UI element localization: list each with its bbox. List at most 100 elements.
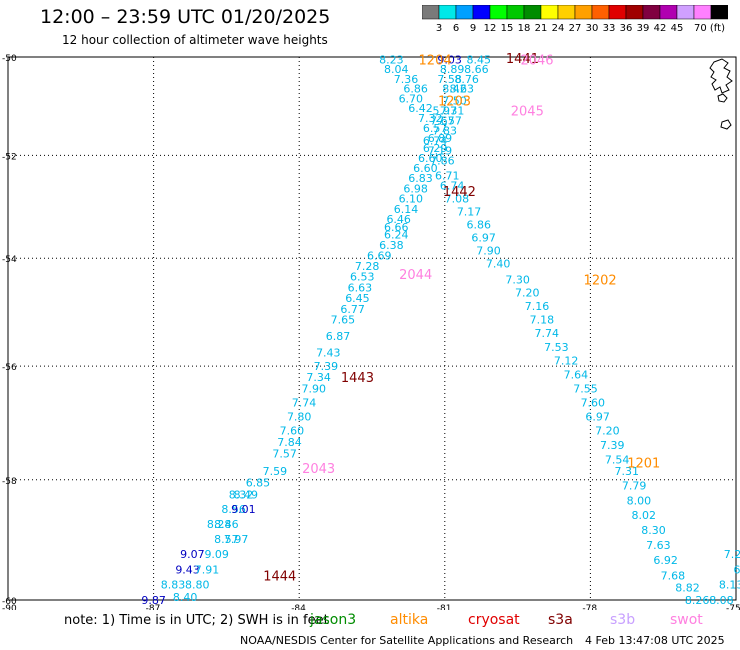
swh-label: 8.02 <box>632 509 657 522</box>
colorbar-label: 39 <box>637 23 650 34</box>
swh-label: 7.43 <box>316 346 341 359</box>
swh-label: 7.20 <box>595 425 620 438</box>
pass-time-label: 1444 <box>263 569 296 584</box>
swh-label: 6.71 <box>435 170 460 183</box>
legend-swot: swot <box>670 612 703 628</box>
pass-time-label: 2045 <box>511 105 544 120</box>
legend-cryosat: cryosat <box>468 612 520 628</box>
swh-label: 7.31 <box>615 465 640 478</box>
swh-label: 7.90 <box>302 382 327 395</box>
swh-label: 6.46 <box>386 213 411 226</box>
swh-label: 7.16 <box>525 300 550 313</box>
pass-time-label: 1201 <box>627 456 660 471</box>
swh-label: 6.83 <box>408 172 433 185</box>
swh-label: 9.43 <box>175 563 200 576</box>
swh-label: 6.70 <box>399 92 424 105</box>
lat-tick-label: -56 <box>2 363 17 373</box>
colorbar-label: 21 <box>535 23 548 34</box>
lon-tick-label: -81 <box>437 604 452 610</box>
legend-s3b: s3b <box>610 612 636 628</box>
legend-jason3: jason3 <box>310 612 357 628</box>
swh-label: 8.57 <box>214 533 239 546</box>
map-title: 12:00 – 23:59 UTC 01/20/2025 <box>40 6 331 28</box>
colorbar-label: 27 <box>569 23 582 34</box>
swh-label: 8.23 <box>379 53 404 66</box>
map-frame <box>7 56 737 601</box>
swh-label: 8.26 <box>685 594 710 607</box>
swh-label: 8.45 <box>467 53 492 66</box>
wave-height-map: -50 -52 -54 -56 -58 -60-90 -87 -84 -81 -78 -75 8.23… <box>2 52 740 610</box>
lat-tick-label: -58 <box>2 477 17 487</box>
swh-label: 7.08 <box>445 192 470 205</box>
swh-label: 8.56 <box>221 503 246 516</box>
swh-label: 7.36 <box>394 73 419 86</box>
map-subtitle: 12 hour collection of altimeter wave hei… <box>62 33 328 47</box>
swh-label: 6.60 <box>413 162 438 175</box>
swh-label: 7.53 <box>544 341 569 354</box>
pass-time-label: 2046 <box>520 53 553 68</box>
colorbar-label: 30 <box>586 23 599 34</box>
swh-label: 7.55 <box>573 382 598 395</box>
swh-label: 7.54 <box>605 453 630 466</box>
lon-tick-label: -84 <box>291 604 306 610</box>
units-note: note: 1) Time is in UTC; 2) SWH is in fe… <box>64 613 329 628</box>
swh-label: 7.58 <box>437 73 462 86</box>
swh-label: 7.28 <box>355 260 380 273</box>
colorbar-label: 15 <box>501 23 514 34</box>
swh-label: 7.74 <box>292 396 317 409</box>
colorbar-label: 12 <box>484 23 497 34</box>
swh-label: 6.87 <box>326 330 351 343</box>
lat-tick-label: -52 <box>2 152 17 162</box>
lon-tick-label: -90 <box>2 604 17 610</box>
swh-label: 7.12 <box>554 355 579 368</box>
swh-label: 7.79 <box>622 480 647 493</box>
colorbar-label: 70 (ft) <box>694 23 725 34</box>
swh-label: 7.18 <box>530 314 555 327</box>
swh-label: 6.69 <box>367 250 392 263</box>
swh-label: 7.60 <box>280 425 305 438</box>
swh-label: 6.98 <box>403 182 428 195</box>
swh-label: 6.74 <box>440 180 465 193</box>
swh-label: 8.63 <box>450 83 475 96</box>
swh-label: 7.19 <box>428 144 453 157</box>
colorbar-label: 42 <box>654 23 667 34</box>
swh-label: 6.42 <box>408 102 433 115</box>
colorbar-label: 36 <box>620 23 633 34</box>
swh-label: 8.28 <box>207 518 232 531</box>
swh-label: 9.87 <box>141 594 166 607</box>
swh-label: 7.90 <box>476 244 501 257</box>
swh-label: 9.07 <box>180 548 205 561</box>
pass-time-label: 1203 <box>438 95 471 110</box>
swh-label: 7.31 <box>440 105 465 118</box>
swh-label: 7.74 <box>534 327 559 340</box>
swh-label: 6.77 <box>340 303 365 316</box>
generated-timestamp: 4 Feb 13:47:08 UTC 2025 <box>585 634 725 647</box>
swh-label: 7.65 <box>331 314 356 327</box>
colorbar-label: 45 <box>671 23 684 34</box>
swh-label: 8.04 <box>384 63 409 76</box>
swh-label: 8.30 <box>641 524 666 537</box>
swh-label: 7.30 <box>505 273 530 286</box>
swh-label: 6.86 <box>467 218 492 231</box>
swh-label: 8.13 <box>719 579 740 592</box>
swh-label: 6.29 <box>423 142 448 155</box>
swh-label: 9.01 <box>231 503 256 516</box>
swh-label: 8.49 <box>234 488 259 501</box>
swh-label: 8.40 <box>173 591 198 604</box>
swh-label: 7.24 <box>724 548 740 561</box>
pass-time-label: 2044 <box>399 268 432 283</box>
swh-label: 7.83 <box>433 124 458 137</box>
colorbar-swatch <box>710 5 728 20</box>
swh-label: 6.45 <box>345 292 370 305</box>
swh-label: 6.38 <box>379 239 404 252</box>
swh-label: 7.97 <box>224 533 249 546</box>
swh-label: 7.32 <box>418 112 443 125</box>
swh-label: 7.60 <box>581 396 606 409</box>
colorbar-label: 9 <box>470 23 476 34</box>
swh-label: 7.63 <box>646 539 671 552</box>
swh-label: 9.09 <box>204 548 229 561</box>
swh-label: 7.39 <box>600 439 625 452</box>
swh-label: 6.24 <box>384 229 409 242</box>
swh-label: 8.66 <box>464 63 489 76</box>
swh-label: 6.74 <box>423 134 448 147</box>
